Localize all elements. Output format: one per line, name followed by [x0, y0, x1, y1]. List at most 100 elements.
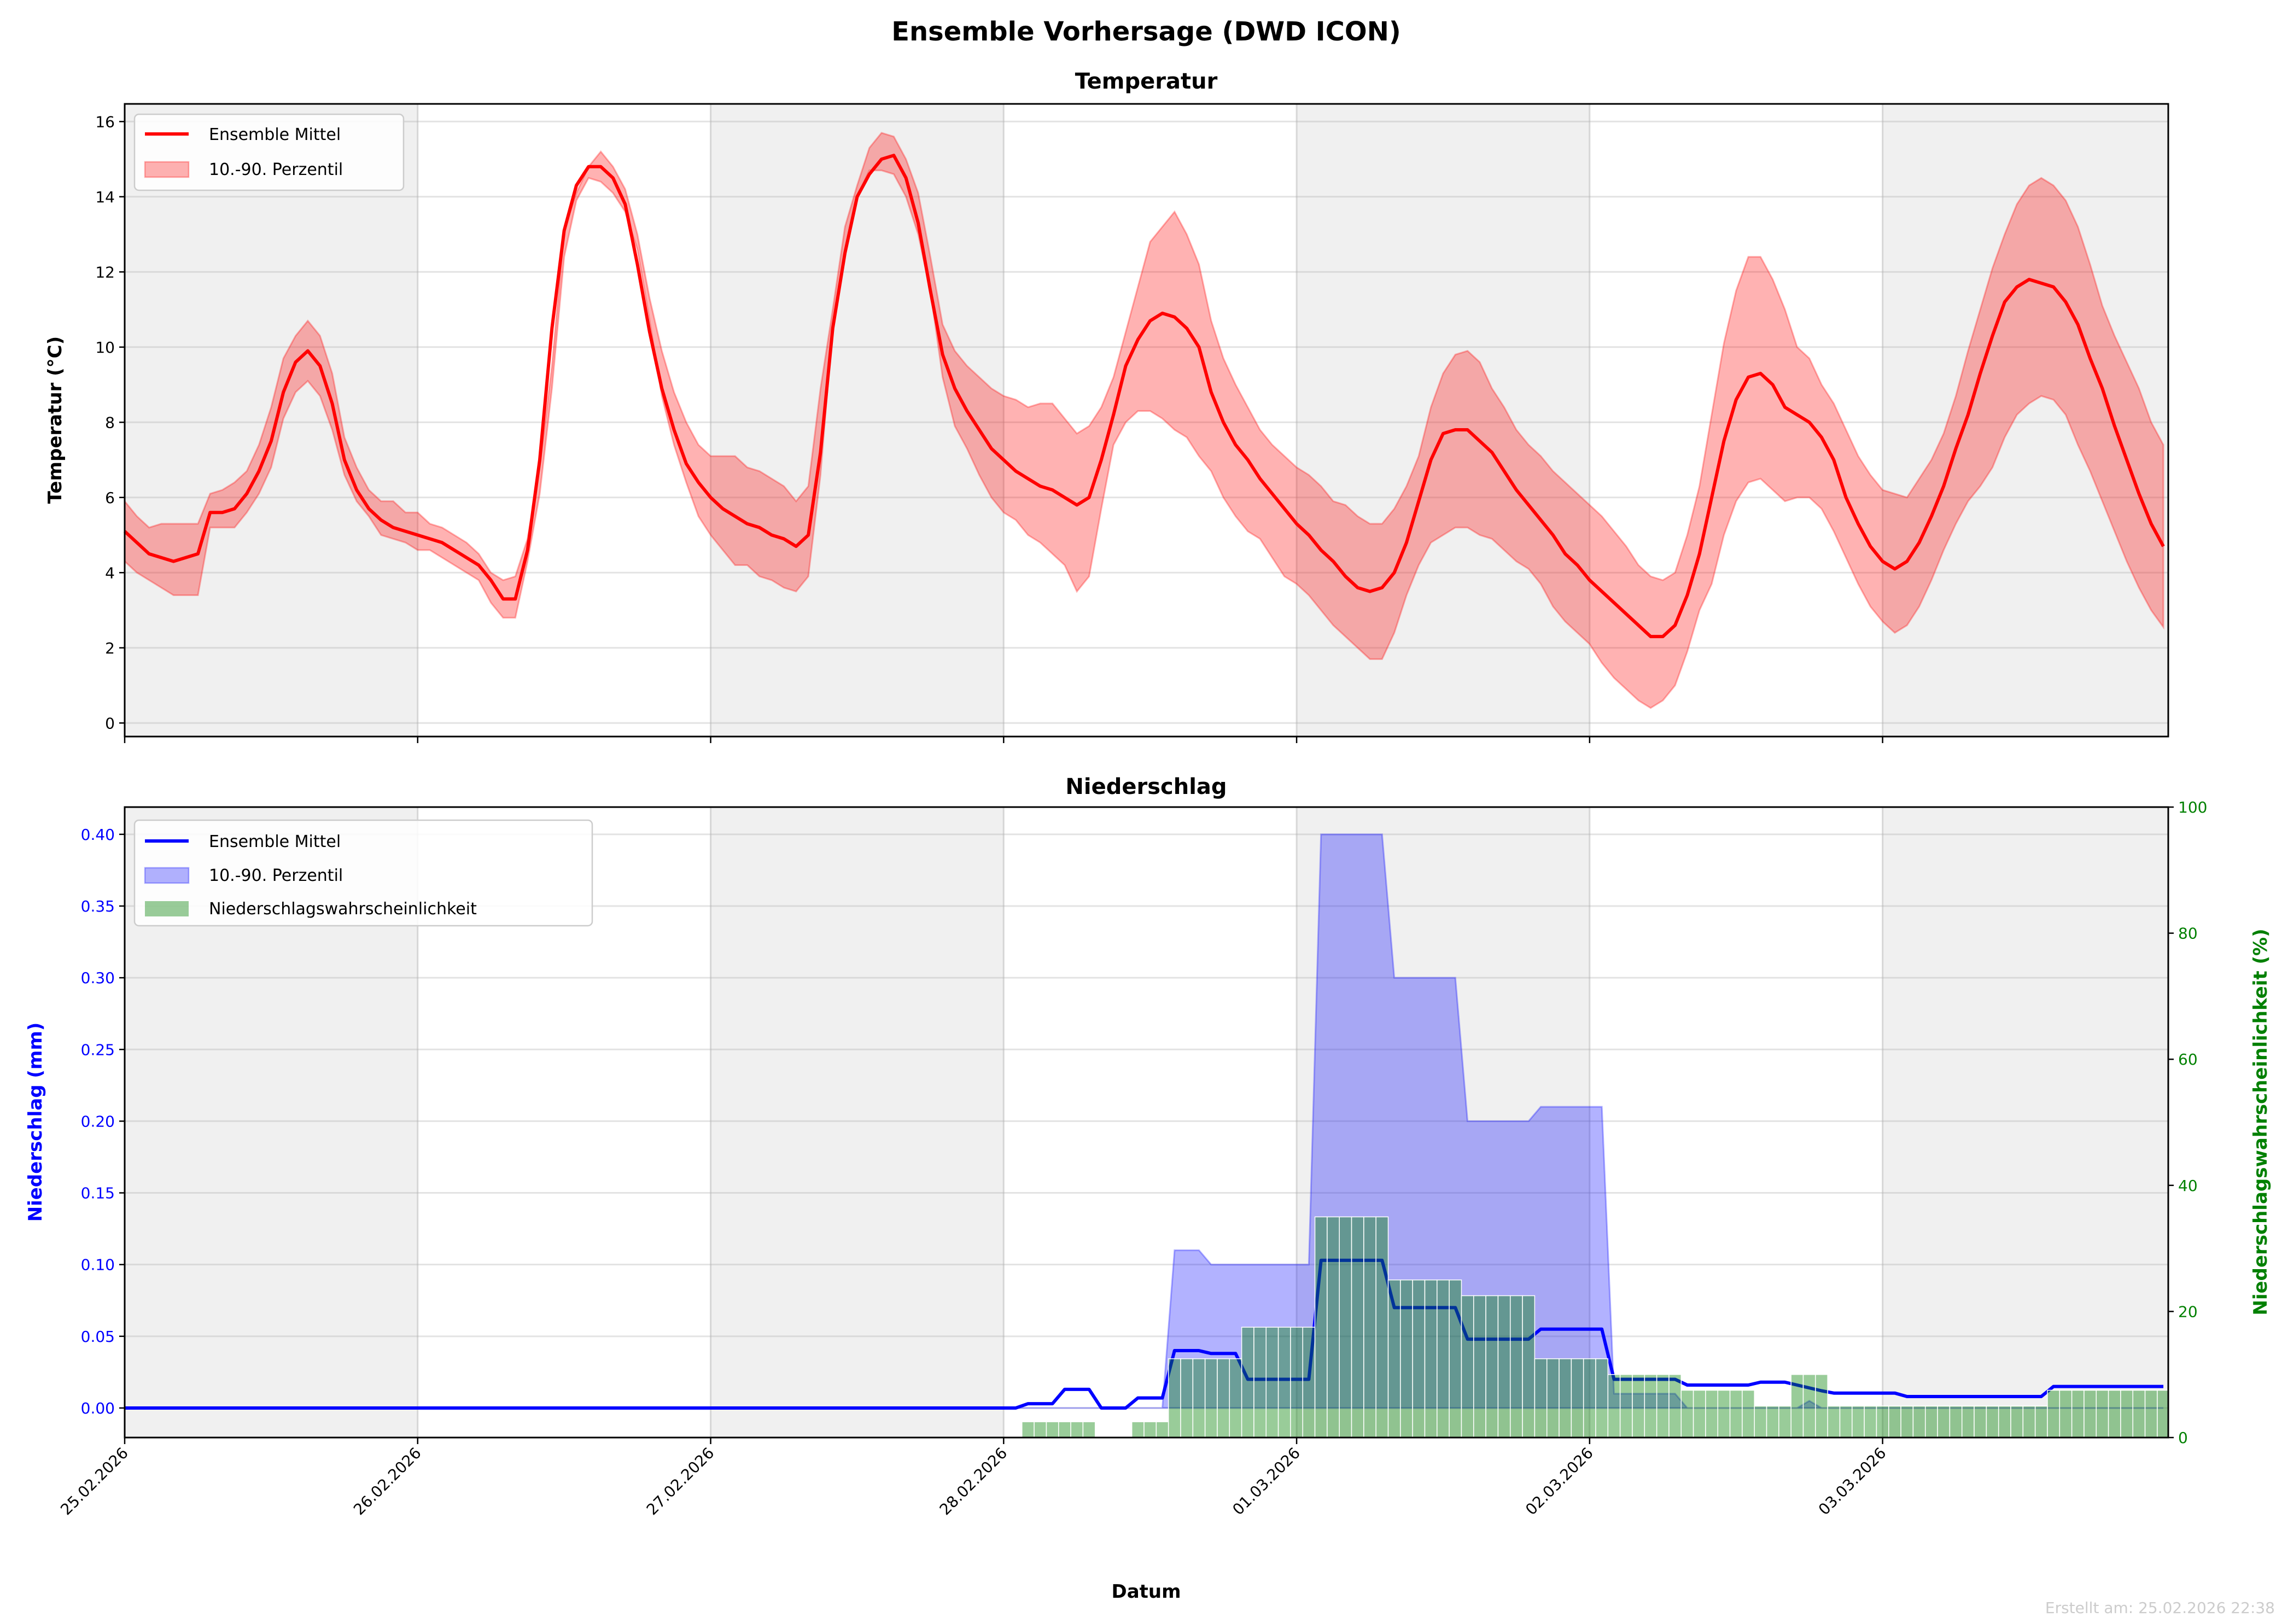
- y-tick-label: 16: [95, 113, 115, 131]
- day-band: [1882, 104, 2168, 737]
- probability-bar: [1998, 1405, 2011, 1438]
- probability-bar: [1888, 1405, 1901, 1438]
- probability-bar: [1082, 1421, 1096, 1438]
- precipitation-title: Niederschlag: [1065, 774, 1227, 799]
- probability-bar: [1363, 1216, 1376, 1438]
- probability-bar: [1461, 1295, 1474, 1438]
- probability-bar: [2083, 1389, 2097, 1438]
- y-tick-label: 0: [105, 714, 115, 732]
- y-tick-label: 8: [105, 413, 115, 431]
- probability-bar: [1827, 1405, 1841, 1438]
- probability-bar: [1912, 1405, 1926, 1438]
- probability-bar: [1509, 1295, 1523, 1438]
- y-tick-label: 0.40: [81, 826, 115, 844]
- probability-bar: [1692, 1389, 1706, 1438]
- probability-bar: [1400, 1280, 1413, 1438]
- probability-bar: [2144, 1389, 2158, 1438]
- probability-bar: [2022, 1405, 2036, 1438]
- y-right-tick-label: 0: [2178, 1429, 2188, 1447]
- y-right-tick-label: 60: [2178, 1050, 2198, 1068]
- probability-bar: [1852, 1405, 1865, 1438]
- precipitation-axes: 0.000.050.100.150.200.250.300.350.4025.0…: [57, 798, 2207, 1518]
- probability-ylabel: Niederschlagswahrscheinlichkeit (%): [2250, 928, 2272, 1315]
- y-tick-label: 4: [105, 564, 115, 582]
- probability-bar: [1583, 1358, 1596, 1438]
- legend-swatch-percentile: [144, 867, 190, 884]
- probability-bar: [2132, 1389, 2146, 1438]
- probability-bar: [1949, 1405, 1963, 1438]
- probability-bar: [1864, 1405, 1877, 1438]
- probability-bar: [1327, 1216, 1340, 1438]
- probability-bar: [1925, 1405, 1938, 1438]
- temperature-percentile-band: [124, 132, 2164, 709]
- y-tick-label: 0.15: [81, 1184, 115, 1202]
- probability-bar: [1534, 1358, 1548, 1438]
- y-tick-label: 0.10: [81, 1256, 115, 1274]
- probability-bar: [1131, 1421, 1145, 1438]
- probability-bar: [1546, 1358, 1560, 1438]
- precipitation-ylabel: Niederschlag (mm): [25, 1023, 46, 1222]
- probability-bar: [1754, 1405, 1767, 1438]
- probability-bar: [1277, 1327, 1291, 1438]
- legend-swatch-probability: [145, 901, 189, 916]
- created-timestamp: Erstellt am: 25.02.2026 22:38: [2045, 1599, 2275, 1617]
- probability-bar: [1412, 1280, 1426, 1438]
- probability-bar: [1937, 1405, 1951, 1438]
- legend-label-percentile: 10.-90. Perzentil: [209, 160, 343, 179]
- probability-bar: [1619, 1374, 1633, 1438]
- probability-bar: [1986, 1405, 1999, 1438]
- probability-bar: [1717, 1389, 1731, 1438]
- day-band: [710, 104, 1004, 737]
- probability-bar: [1022, 1421, 1035, 1438]
- probability-bar: [1143, 1421, 1157, 1438]
- probability-bar: [1607, 1374, 1621, 1438]
- probability-bar: [2096, 1389, 2109, 1438]
- y-tick-label: 0.20: [81, 1112, 115, 1130]
- legend-box: [133, 819, 593, 927]
- legend-label-probability: Niederschlagswahrscheinlichkeit: [209, 899, 477, 919]
- probability-bar: [1742, 1389, 1755, 1438]
- y-right-tick-label: 40: [2178, 1177, 2198, 1195]
- probability-bar: [1387, 1280, 1401, 1438]
- probability-bar: [1314, 1216, 1328, 1438]
- probability-bar: [2108, 1389, 2121, 1438]
- y-tick-label: 2: [105, 639, 115, 657]
- probability-bar: [2071, 1389, 2085, 1438]
- probability-bar: [1815, 1374, 1828, 1438]
- y-tick-label: 14: [95, 188, 115, 206]
- probability-bar: [1192, 1358, 1206, 1438]
- probability-bar: [1680, 1389, 1694, 1438]
- probability-bar: [1168, 1358, 1181, 1438]
- probability-bar: [1485, 1295, 1499, 1438]
- probability-bar: [1656, 1374, 1670, 1438]
- probability-bar: [1034, 1421, 1047, 1438]
- probability-bar: [1778, 1405, 1791, 1438]
- probability-bar: [1961, 1405, 1975, 1438]
- probability-bar: [1497, 1295, 1511, 1438]
- probability-bar: [1058, 1421, 1071, 1438]
- probability-bar: [1705, 1389, 1719, 1438]
- probability-bar: [2047, 1389, 2061, 1438]
- probability-bar: [1595, 1358, 1609, 1438]
- probability-bar: [2120, 1389, 2134, 1438]
- y-right-tick-label: 80: [2178, 925, 2198, 943]
- legend-swatch-percentile: [144, 161, 190, 178]
- plot-area: [125, 104, 2168, 737]
- temperature-title: Temperatur: [1075, 69, 1218, 94]
- probability-bar: [1253, 1327, 1267, 1438]
- probability-bar: [1070, 1421, 1084, 1438]
- probability-bar: [1375, 1216, 1389, 1438]
- probability-bar: [1802, 1374, 1816, 1438]
- day-band: [1882, 807, 2168, 1438]
- probability-bar: [1790, 1374, 1804, 1438]
- probability-bar: [1668, 1374, 1682, 1438]
- day-band: [1297, 104, 1590, 737]
- day-band: [710, 807, 1004, 1438]
- probability-bar: [1437, 1280, 1450, 1438]
- precipitation-mean-line: [125, 1258, 2164, 1410]
- y-tick-label: 0.25: [81, 1041, 115, 1059]
- y-right-tick-label: 100: [2178, 798, 2207, 816]
- y-tick-label: 6: [105, 489, 115, 507]
- y-tick-label: 0.00: [81, 1399, 115, 1417]
